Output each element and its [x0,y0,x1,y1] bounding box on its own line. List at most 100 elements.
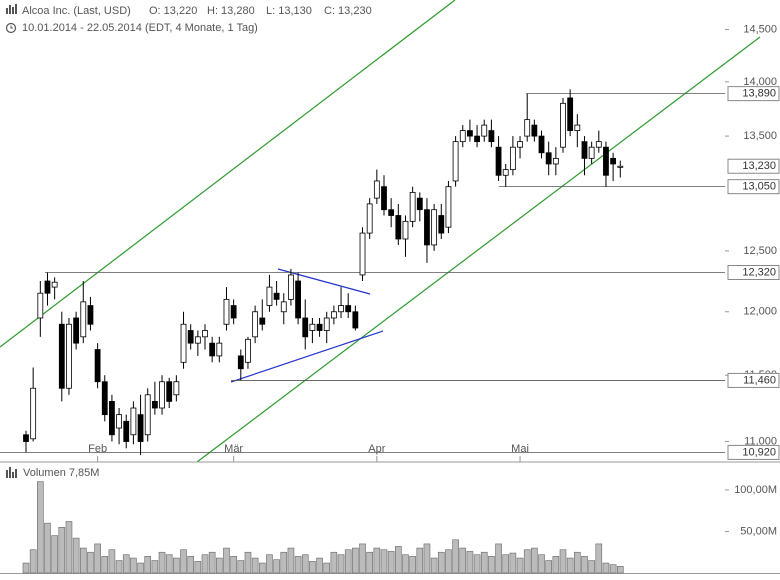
volume-bar [266,554,273,574]
chart-title: Alcoa Inc. (Last, USD) [22,5,131,17]
candle-body [452,141,459,182]
y-tick-label: 14,500 [743,23,777,35]
candle-body [66,323,72,389]
candle-body [509,146,516,171]
candle-body [395,215,402,240]
volume-bar [523,549,531,574]
candle-body [130,407,137,436]
volume-bar [595,543,603,574]
volume-bar [194,561,202,574]
candle-body [359,232,366,276]
volume-bar [330,551,338,574]
candle-body [194,336,201,344]
candle-body [459,130,466,143]
candle-body [495,146,502,176]
volume-bar [430,557,438,574]
candle-body [101,381,108,416]
level-label: 10,920 [742,446,776,458]
volume-bar [602,562,610,574]
volume-bar [538,554,545,574]
candle-body [581,141,588,159]
volume-bar [509,552,517,574]
candle-body [409,191,416,222]
level-box [727,265,780,281]
candle-body [381,186,387,211]
candle-body [345,305,352,313]
volume-bar [323,562,331,574]
level-label: 11,460 [743,374,776,386]
volume-bar [344,549,352,574]
candle-body [37,292,44,319]
candle-body [223,298,230,325]
candle-body [373,180,380,199]
level-label: 13,050 [742,181,776,193]
volume-title: Volumen 7,85M [23,467,99,479]
candle-body [438,215,445,234]
volume-bar [216,557,223,574]
volume-bar [316,557,323,574]
level-box [727,179,780,195]
level-label: 12,320 [742,266,776,278]
volume-bar [609,564,617,574]
candle-body [309,323,316,331]
candle-body [259,317,266,325]
volume-bar [158,551,166,574]
x-tick-label: Mai [511,443,529,455]
volume-bar [294,556,302,574]
y-tick-label: 50,00M [740,525,777,537]
candle-body [445,186,452,228]
volume-bar [115,560,123,574]
candle-body [273,292,280,300]
candle-body [73,317,80,344]
volume-bar [395,546,402,574]
candle-body [595,141,602,148]
volume-bar [201,554,209,574]
candle-body [123,420,130,442]
volume-bar [416,547,424,574]
candle-body [323,317,330,331]
candle-body [109,400,115,436]
volume-bar [359,543,366,574]
volume-bar [130,557,137,574]
candle-body [180,323,187,363]
volume-bar [101,556,109,574]
volume-bar [402,554,409,574]
candle-body [237,355,244,370]
candle-body [230,305,237,319]
candle-body [44,280,51,294]
candle-body [366,203,373,234]
candle-body [245,338,251,363]
volume-bar [380,549,388,574]
trend-channel-upper [0,0,456,348]
volume-bar [244,551,252,574]
volume-bar [72,537,80,574]
volume-bar [87,551,94,574]
volume-bar [337,554,345,574]
candle-body [531,124,538,137]
volume-bar [208,551,216,574]
volume-bar [495,543,502,574]
candle-body [144,394,151,436]
volume-bar [387,551,395,574]
candle-body [288,274,294,300]
candle-body [295,280,301,319]
candle-body [58,323,65,389]
candle-body [137,414,144,442]
candle-body [352,311,359,329]
volume-bar [423,543,431,574]
ohlc-close: C: 13,230 [324,5,372,17]
volume-bar [531,547,538,574]
volume-bar [65,521,73,574]
clock-icon [5,22,17,34]
candle-body [474,135,480,143]
candle-body [330,311,337,319]
level-box [727,158,780,174]
candle-body [302,317,309,338]
candle-body [517,141,523,148]
level-label: 13,230 [742,160,776,172]
volume-bar [516,557,524,574]
candle-body [187,330,194,344]
candle-body [502,169,509,176]
